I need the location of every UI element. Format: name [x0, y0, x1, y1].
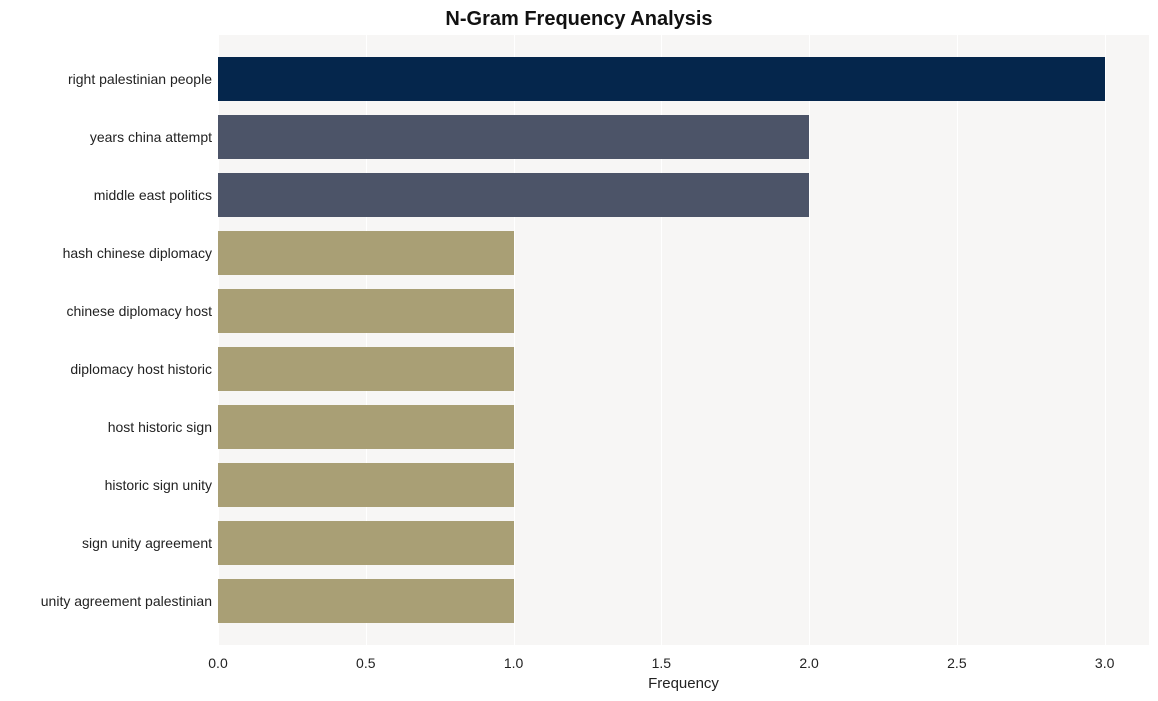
bar	[218, 115, 809, 159]
y-tick-label: years china attempt	[90, 130, 212, 144]
x-tick-label: 1.0	[504, 655, 523, 671]
x-tick-label: 0.0	[208, 655, 227, 671]
x-tick-label: 2.5	[947, 655, 966, 671]
gridline	[1105, 35, 1106, 645]
y-tick-label: chinese diplomacy host	[66, 304, 212, 318]
x-tick-label: 0.5	[356, 655, 375, 671]
gridline	[957, 35, 958, 645]
y-tick-label: unity agreement palestinian	[41, 594, 212, 608]
bar	[218, 405, 514, 449]
gridline	[809, 35, 810, 645]
bar	[218, 173, 809, 217]
bar	[218, 231, 514, 275]
bar	[218, 521, 514, 565]
x-tick-label: 2.0	[799, 655, 818, 671]
y-tick-label: host historic sign	[108, 420, 212, 434]
plot-area	[218, 35, 1149, 645]
y-tick-label: middle east politics	[94, 188, 212, 202]
y-tick-label: diplomacy host historic	[70, 362, 212, 376]
x-tick-label: 1.5	[652, 655, 671, 671]
y-tick-label: right palestinian people	[68, 72, 212, 86]
bar	[218, 579, 514, 623]
y-tick-label: sign unity agreement	[82, 536, 212, 550]
bar	[218, 57, 1105, 101]
x-tick-label: 3.0	[1095, 655, 1114, 671]
bar	[218, 347, 514, 391]
bar	[218, 289, 514, 333]
x-axis-title: Frequency	[218, 675, 1149, 692]
bar	[218, 463, 514, 507]
chart-title: N-Gram Frequency Analysis	[0, 8, 1158, 31]
y-tick-label: hash chinese diplomacy	[63, 246, 212, 260]
y-tick-label: historic sign unity	[105, 478, 212, 492]
ngram-frequency-chart: N-Gram Frequency Analysis Frequency 0.0 0…	[0, 0, 1158, 701]
